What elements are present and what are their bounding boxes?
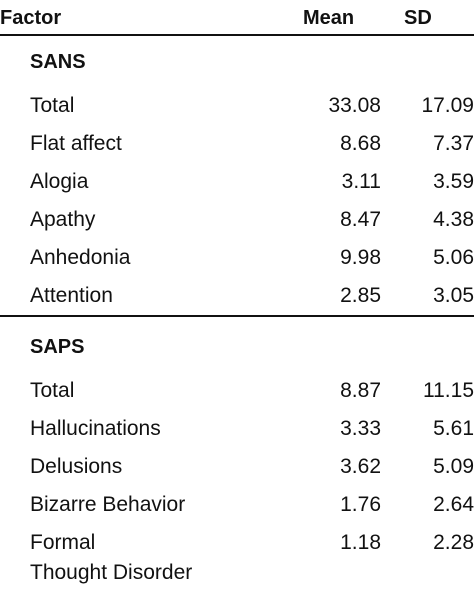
mean-cell: 1.18 <box>340 531 381 554</box>
header-cell: Mean <box>303 7 355 29</box>
row-label: Hallucinations <box>30 417 161 440</box>
rule <box>0 34 474 36</box>
row-label: Alogia <box>30 170 89 193</box>
mean-cell: 8.87 <box>340 379 381 402</box>
mean-cell: 8.68 <box>340 132 381 155</box>
row-label: Formal Thought Disorder <box>30 531 193 584</box>
rule <box>0 315 474 317</box>
sd-cell: 5.06 <box>433 246 474 269</box>
mean-cell: 33.08 <box>328 94 381 117</box>
row-label: Attention <box>30 284 113 307</box>
sd-cell: 2.64 <box>433 493 474 516</box>
header-cell: Factor <box>0 7 62 29</box>
row-label: Total <box>30 379 75 402</box>
row-label: Anhedonia <box>30 246 131 269</box>
sd-cell: 3.59 <box>433 170 474 193</box>
row-label: Flat affect <box>30 132 122 155</box>
mean-cell: 8.47 <box>340 208 381 231</box>
mean-cell: 3.33 <box>340 417 381 440</box>
sd-cell: 4.38 <box>433 208 474 231</box>
mean-cell: 1.76 <box>340 493 381 516</box>
header-cell: SD <box>404 7 432 29</box>
sd-cell: 5.09 <box>433 455 474 478</box>
row-label: Bizarre Behavior <box>30 493 186 516</box>
mean-cell: 3.11 <box>341 170 381 193</box>
row-label: Delusions <box>30 455 123 478</box>
sd-cell: 2.28 <box>433 531 474 554</box>
section-title: SAPS <box>30 336 85 358</box>
mean-cell: 9.98 <box>340 246 381 269</box>
sd-cell: 5.61 <box>433 417 474 440</box>
section-title: SANS <box>30 51 86 73</box>
sd-cell: 7.37 <box>433 132 474 155</box>
sd-cell: 11.15 <box>423 379 474 402</box>
sd-cell: 3.05 <box>433 284 474 307</box>
row-label: Total <box>30 94 75 117</box>
mean-cell: 3.62 <box>340 455 381 478</box>
mean-cell: 2.85 <box>340 284 381 307</box>
row-label: Apathy <box>30 208 96 231</box>
sd-cell: 17.09 <box>421 94 474 117</box>
